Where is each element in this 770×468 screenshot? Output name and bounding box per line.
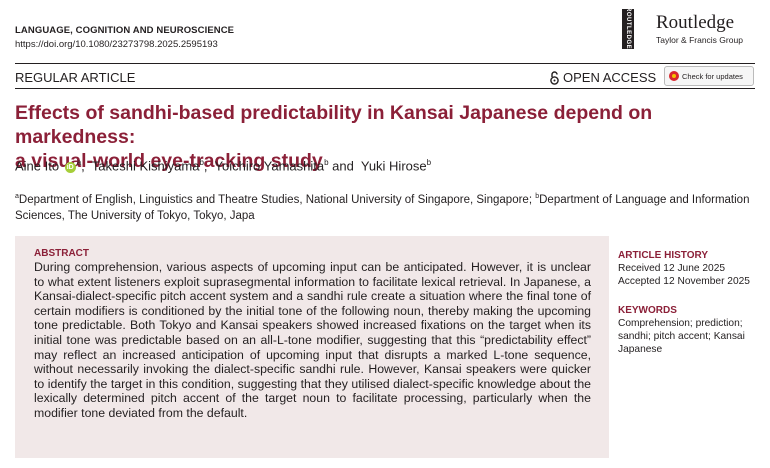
publisher-name: Routledge [656,12,735,33]
crossmark-icon [669,71,679,81]
header-divider-bottom [15,88,755,89]
author-affil-sup: b [324,158,329,167]
affiliations: aDepartment of English, Linguistics and … [15,189,760,224]
abstract-text: During comprehension, various aspects of… [34,260,591,420]
affil-b-text: Department of Language and Information S… [15,193,750,222]
orcid-icon[interactable]: iD [64,162,76,174]
article-history: ARTICLE HISTORY Received 12 June 2025 Ac… [618,249,763,288]
abstract-box: ABSTRACT During comprehension, various a… [15,236,609,458]
keywords-text: Comprehension; prediction; sandhi; pitch… [618,318,745,355]
author-affil-sup: b [199,158,204,167]
title-line-1: Effects of sandhi-based predictability i… [15,102,653,148]
doi-link[interactable]: https://doi.org/10.1080/23273798.2025.25… [15,39,218,50]
affil-a-sup: a [15,193,19,200]
affil-a-text: Department of English, Linguistics and T… [18,193,536,206]
check-for-updates-label: Check for updates [682,71,743,81]
publisher-group: Taylor & Francis Group [656,35,743,45]
title-line-2: a visual-world eye-tracking study [15,150,323,172]
open-lock-icon [550,70,559,85]
author-list: Aine Ito iDa, Takeshi Kishiyamab, Yoichi… [15,158,432,174]
keywords-heading: KEYWORDS [618,305,677,316]
author-name[interactable]: Aine Ito [15,158,60,174]
keywords: KEYWORDS Comprehension; prediction; sand… [618,304,763,356]
accepted-date: Accepted 12 November 2025 [618,276,750,287]
check-for-updates-button[interactable]: Check for updates [664,66,754,86]
abstract-heading: ABSTRACT [34,248,89,259]
author-name[interactable]: Yuki Hirose [360,158,427,174]
article-type: REGULAR ARTICLE [15,70,136,85]
article-title: Effects of sandhi-based predictability i… [15,101,760,173]
open-access-label: OPEN ACCESS [550,70,656,85]
publisher-logo: ROUTLEDGE Routledge Taylor & Francis Gro… [622,7,762,51]
article-history-heading: ARTICLE HISTORY [618,250,709,261]
journal-name: LANGUAGE, COGNITION AND NEUROSCIENCE [15,25,235,36]
author-name[interactable]: Yoichiro Yamashita [214,158,325,174]
affil-b-sup: b [535,193,540,200]
received-date: Received 12 June 2025 [618,263,726,274]
header-divider-top [15,63,755,64]
author-affil-sup: a [76,158,82,167]
author-affil-sup: b [426,158,432,167]
publisher-logo-mark: ROUTLEDGE [622,7,634,49]
author-name[interactable]: Takeshi Kishiyama [91,158,200,174]
